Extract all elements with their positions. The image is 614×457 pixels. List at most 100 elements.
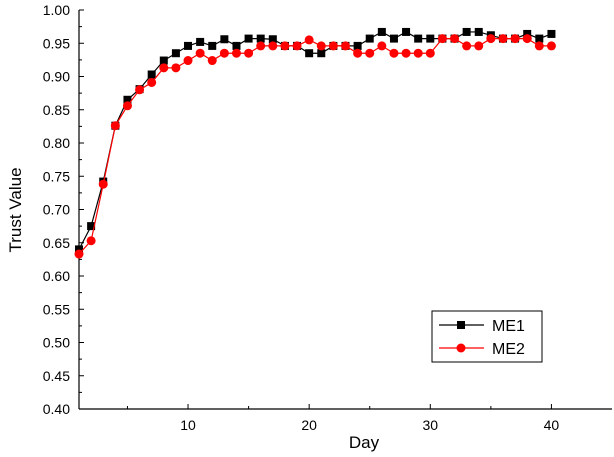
data-point-me2 [219, 48, 229, 58]
data-point-me2 [353, 48, 363, 58]
x-axis-title: Day [349, 433, 380, 452]
y-tick-label: 0.75 [43, 168, 70, 184]
y-tick-label: 0.90 [43, 69, 70, 85]
data-point-me1 [196, 37, 205, 46]
data-point-me2 [510, 34, 520, 44]
legend: ME1 ME2 [431, 310, 543, 363]
y-tick-label: 0.95 [43, 35, 70, 51]
data-point-me2 [231, 48, 241, 58]
data-point-me2 [401, 48, 411, 58]
data-point-me2 [316, 41, 326, 51]
data-point-me1 [523, 29, 532, 38]
x-tick-label: 30 [423, 417, 439, 433]
data-point-me2 [292, 41, 302, 51]
data-point-me2 [98, 179, 108, 189]
data-point-me2 [171, 63, 181, 73]
data-point-me2 [389, 48, 399, 58]
data-point-me1 [389, 34, 398, 43]
data-point-me2 [413, 48, 423, 58]
data-point-me2 [195, 48, 205, 58]
series-layer [74, 27, 556, 259]
data-point-me2 [135, 85, 145, 95]
data-point-me1 [147, 70, 156, 79]
data-point-me2 [256, 41, 266, 51]
data-point-me1 [474, 27, 483, 36]
data-point-me2 [437, 34, 447, 44]
legend-box [431, 310, 543, 363]
data-point-me2 [110, 121, 120, 131]
data-point-me2 [207, 56, 217, 66]
data-point-me1 [159, 56, 168, 65]
data-point-me1 [377, 27, 386, 36]
data-point-me2 [534, 41, 544, 51]
y-tick-label: 0.50 [43, 335, 70, 351]
legend-label-me1: ME1 [492, 318, 525, 335]
y-tick-label: 0.70 [43, 202, 70, 218]
data-point-me1 [75, 245, 83, 254]
series-line-me1 [78, 31, 552, 250]
y-tick-label: 0.60 [43, 268, 70, 284]
data-point-me2 [486, 34, 496, 44]
data-point-me1 [208, 41, 217, 50]
data-point-me2 [244, 48, 254, 58]
data-point-me1 [244, 34, 253, 43]
data-point-me1 [547, 29, 556, 38]
data-point-me2 [522, 34, 532, 44]
data-point-me2 [450, 34, 460, 44]
data-point-me2 [122, 101, 132, 111]
data-point-me1 [402, 27, 411, 36]
data-point-me2 [474, 41, 484, 51]
data-point-me1 [535, 34, 544, 43]
data-point-me1 [365, 34, 374, 43]
data-point-me2 [268, 41, 278, 51]
series-line-me2 [78, 37, 552, 255]
data-point-me2 [546, 41, 556, 51]
data-point-me2 [365, 48, 375, 58]
series-me1 [75, 27, 556, 254]
y-tick-label: 0.85 [43, 102, 70, 118]
data-point-me1 [87, 222, 96, 231]
data-point-me1 [414, 34, 423, 43]
data-point-me2 [159, 63, 169, 73]
y-tick-label: 1.00 [43, 2, 70, 18]
legend-label-me2: ME2 [492, 341, 525, 358]
x-tick-label: 20 [301, 417, 317, 433]
x-tick-label: 40 [544, 417, 560, 433]
data-point-me1 [171, 49, 180, 58]
data-point-me2 [341, 41, 350, 51]
data-point-me2 [147, 77, 157, 87]
data-point-me1 [462, 27, 471, 36]
data-point-me1 [317, 49, 326, 58]
data-point-me2 [74, 249, 84, 259]
data-point-me2 [377, 41, 387, 51]
data-point-me1 [426, 34, 435, 43]
y-tick-label: 0.80 [43, 135, 70, 151]
data-point-me2 [462, 41, 472, 51]
data-point-me2 [280, 41, 290, 51]
data-point-me1 [184, 41, 193, 50]
legend-marker-me1 [457, 321, 465, 329]
data-point-me2 [86, 236, 96, 246]
legend-marker-me2 [456, 343, 466, 353]
data-point-me2 [498, 34, 508, 44]
y-tick-label: 0.40 [43, 401, 70, 417]
data-point-me1 [220, 35, 229, 44]
data-point-me1 [353, 41, 362, 50]
y-tick-label: 0.55 [43, 301, 70, 317]
x-axis-ticks: 10 20 30 40 [126, 404, 560, 433]
series-me2 [74, 34, 556, 259]
y-tick-label: 0.45 [43, 368, 70, 384]
data-point-me2 [183, 56, 193, 66]
x-tick-label: 10 [180, 417, 196, 433]
data-point-me2 [328, 41, 338, 51]
data-point-me2 [425, 48, 435, 58]
data-point-me2 [304, 35, 314, 45]
data-point-me1 [232, 41, 241, 50]
data-point-me1 [268, 35, 277, 44]
y-axis-ticks: 0.40 0.45 0.50 0.55 0.60 0.65 0.70 0.75 0.80 0.85… [43, 2, 84, 417]
y-tick-label: 0.65 [43, 235, 70, 251]
data-point-me1 [305, 49, 314, 58]
data-point-me1 [256, 34, 265, 43]
y-axis-title: Trust Value [6, 167, 25, 252]
